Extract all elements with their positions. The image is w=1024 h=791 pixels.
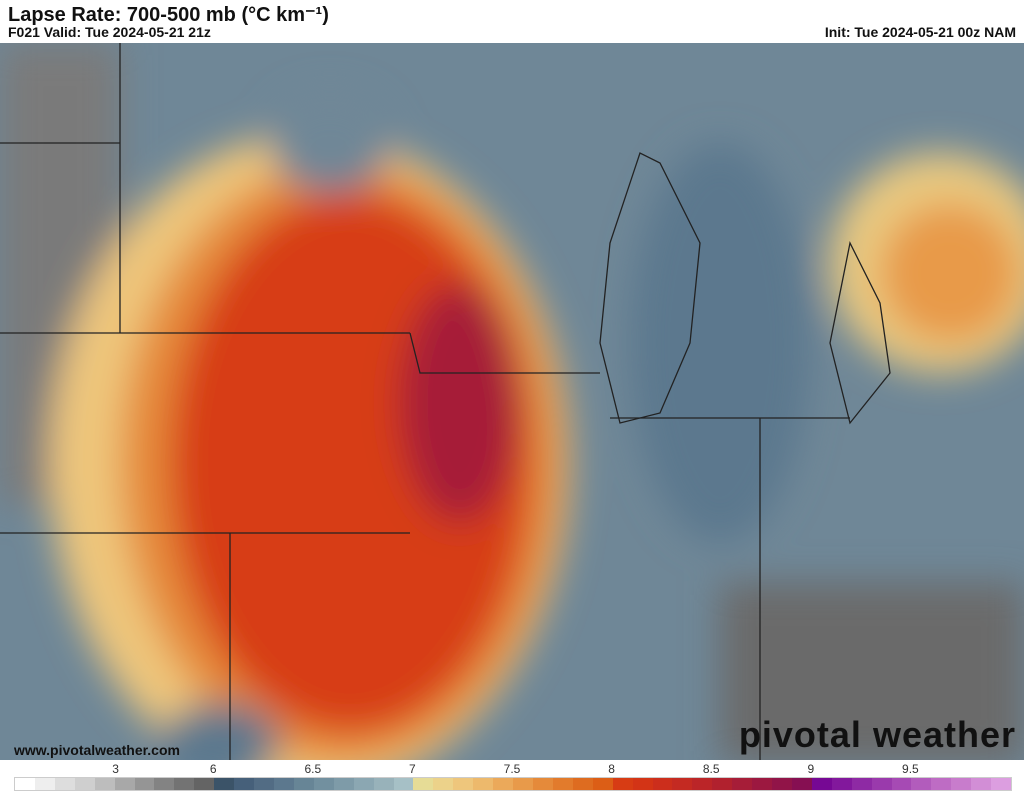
colorbar-cell	[632, 778, 653, 790]
colorbar-tick-label: 3	[112, 762, 119, 776]
pivotal-weather-logo: pivotal weather	[738, 714, 1016, 755]
colorbar	[14, 777, 1012, 791]
colorbar-cell	[234, 778, 255, 790]
colorbar-cell	[293, 778, 314, 790]
colorbar-cell	[692, 778, 713, 790]
colorbar-cell	[552, 778, 573, 790]
colorbar-cell	[891, 778, 912, 790]
site-url[interactable]: www.pivotalweather.com	[14, 742, 180, 758]
colorbar-cell	[393, 778, 414, 790]
colorbar-cell	[15, 778, 35, 790]
valid-time: F021 Valid: Tue 2024-05-21 21z	[8, 24, 211, 40]
colorbar-cell	[612, 778, 633, 790]
colorbar-cell	[871, 778, 892, 790]
colorbar-cell	[592, 778, 613, 790]
colorbar-cell	[951, 778, 972, 790]
colorbar-tick-label: 6	[209, 762, 217, 776]
colorbar-cell	[353, 778, 374, 790]
colorbar-cell	[493, 778, 514, 790]
colorbar-cell	[273, 778, 294, 790]
colorbar-cell	[254, 778, 274, 790]
colorbar-cell	[831, 778, 852, 790]
lapse-rate-field	[0, 43, 1024, 791]
colorbar-cell	[732, 778, 753, 790]
colorbar-cell	[34, 778, 55, 790]
colorbar-tick-label: 8	[608, 762, 615, 776]
colorbar-cell	[791, 778, 812, 790]
colorbar-cell	[572, 778, 593, 790]
colorbar-cell	[672, 778, 693, 790]
colorbar-cell	[991, 778, 1012, 790]
colorbar-cell	[433, 778, 454, 790]
colorbar-cell	[154, 778, 175, 790]
colorbar-cell	[752, 778, 773, 790]
colorbar-cell	[513, 778, 533, 790]
colorbar-cell	[74, 778, 95, 790]
colorbar-cell	[134, 778, 155, 790]
colorbar-cell	[114, 778, 135, 790]
colorbar-cell	[851, 778, 872, 790]
colorbar-cell	[54, 778, 75, 790]
colorbar-cell	[174, 778, 195, 790]
colorbar-cell	[931, 778, 952, 790]
colorbar-tick-label: 6.5	[304, 762, 322, 776]
colorbar-cell	[811, 778, 832, 790]
colorbar-tick-label: 8.5	[702, 762, 720, 776]
colorbar-cell	[313, 778, 334, 790]
colorbar-cell	[413, 778, 434, 790]
colorbar-cell	[194, 778, 215, 790]
colorbar-cell	[772, 778, 792, 790]
colorbar-tick-label: 9.5	[902, 762, 919, 776]
colorbar-cell	[473, 778, 494, 790]
colorbar-cell	[373, 778, 394, 790]
colorbar-tick-label: 9	[807, 762, 815, 776]
colorbar-tick-label: 7.5	[503, 762, 521, 776]
colorbar-cell	[911, 778, 932, 790]
colorbar-cell	[652, 778, 673, 790]
colorbar-cell	[94, 778, 115, 790]
colorbar-cell	[712, 778, 733, 790]
colorbar-cell	[971, 778, 992, 790]
colorbar-cell	[453, 778, 474, 790]
colorbar-ticks: 3 6 6.5 7 7.5 8 8.5 9 9.5	[0, 762, 1024, 776]
weather-map[interactable]	[0, 43, 1024, 791]
init-time: Init: Tue 2024-05-21 00z NAM	[824, 24, 1016, 40]
colorbar-tick-label: 7	[409, 762, 416, 776]
colorbar-cell	[333, 778, 354, 790]
colorbar-cell	[214, 778, 235, 790]
colorbar-cell	[532, 778, 553, 790]
map-title: Lapse Rate: 700-500 mb (°C km⁻¹)	[8, 4, 329, 26]
